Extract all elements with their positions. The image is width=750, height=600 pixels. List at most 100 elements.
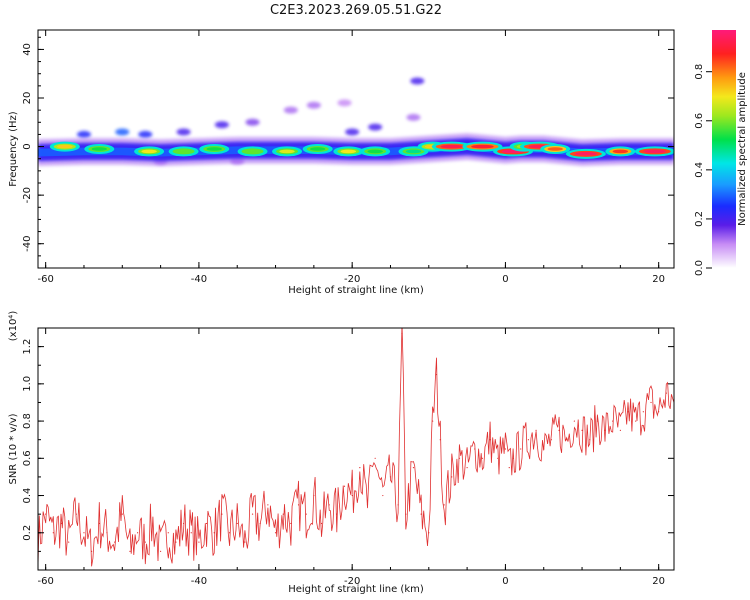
spectrogram-ytick-label-0: -40 — [22, 236, 33, 252]
colorbar: 0.0 0.2 0.4 0.6 0.8 Normalized spectral ampl… — [694, 30, 748, 276]
snr-point-79 — [612, 420, 614, 422]
snr-point-56 — [443, 504, 445, 506]
snr-point-85 — [658, 411, 660, 413]
snr-point-3 — [60, 522, 62, 525]
snr-xlabel: Height of straight line (km) — [288, 584, 424, 595]
snr-point-33 — [290, 522, 292, 525]
spectrogram-patch-6 — [283, 106, 298, 114]
spectrogram-patch-10 — [345, 128, 360, 136]
snr-point-7 — [91, 550, 93, 552]
spectrogram-ticks: -60 -40 -20 0 20 -40 -20 0 20 40 — [22, 30, 674, 285]
snr-point-17 — [167, 532, 169, 534]
spectrogram-ytick-label-4: 40 — [22, 43, 33, 56]
spectrogram-patch-7 — [306, 101, 321, 109]
snr-point-29 — [259, 522, 261, 525]
snr-point-4 — [68, 541, 70, 543]
spectrogram-blob-core — [547, 147, 563, 151]
snr-point-62 — [489, 439, 491, 441]
snr-point-47 — [397, 504, 399, 506]
spectrogram-blob-9 — [360, 146, 391, 157]
snr-point-39 — [336, 513, 338, 515]
spectrogram-patch-1 — [115, 128, 130, 136]
spectrogram-xtick-label-2: -20 — [344, 274, 360, 285]
colorbar-tick-label-4: 0.8 — [694, 64, 705, 80]
snr-xtick-label-4: 20 — [652, 576, 665, 587]
snr-point-20 — [190, 532, 192, 534]
snr-point-44 — [374, 457, 376, 459]
snr-point-18 — [175, 541, 177, 543]
spectrogram-xlabel: Height of straight line (km) — [288, 285, 424, 296]
colorbar-ticks: 0.0 0.2 0.4 0.6 0.8 — [694, 64, 712, 276]
spectrogram-patch-3 — [176, 128, 191, 136]
snr-point-84 — [650, 401, 652, 404]
snr-point-21 — [198, 541, 200, 543]
spectrogram-blob-core — [643, 149, 667, 154]
snr-multiplier: (x10⁴) — [8, 311, 19, 342]
snr-ytick-label-0: 0.2 — [22, 525, 33, 541]
snr-point-71 — [550, 439, 552, 441]
snr-point-51 — [420, 513, 422, 515]
snr-point-81 — [627, 411, 629, 413]
spectrogram-blob-core — [91, 147, 108, 151]
snr-point-55 — [439, 439, 441, 441]
spectrogram-ytick-label-3: 20 — [22, 92, 33, 105]
snr-ytick-label-3: 0.8 — [22, 413, 33, 429]
spectrogram-blob-core — [141, 149, 157, 154]
snr-point-2 — [52, 532, 54, 534]
snr-point-78 — [604, 429, 606, 431]
snr-point-13 — [137, 532, 139, 534]
snr-panel: -60 -40 -20 0 20 0.2 0.4 0.6 0.8 1.0 1.2 Height of… — [8, 311, 675, 595]
spectrogram-blob-core — [175, 149, 192, 154]
spectrogram-blob-18 — [565, 148, 606, 159]
snr-point-27 — [244, 541, 246, 543]
spectrogram-blob-core — [574, 152, 598, 156]
snr-point-23 — [213, 532, 215, 534]
spectrogram-blob-core — [405, 149, 422, 154]
snr-point-50 — [412, 467, 415, 469]
snr-xtick-label-2: -20 — [344, 576, 360, 587]
snr-point-67 — [520, 448, 522, 450]
snr-point-46 — [389, 476, 392, 478]
colorbar-tick-label-0: 0.0 — [694, 260, 705, 276]
spectrogram-blob-core — [309, 147, 326, 151]
spectrogram-patch-2 — [138, 130, 153, 138]
snr-point-38 — [328, 504, 330, 506]
snr-ytick-label-5: 1.2 — [22, 339, 33, 355]
spectrogram-blob-20 — [634, 146, 674, 157]
spectrogram-blob-2 — [134, 146, 165, 157]
spectrogram-blob-7 — [302, 144, 333, 154]
spectrogram-patch-4 — [214, 121, 229, 129]
colorbar-label: Normalized spectral amplitude — [737, 72, 748, 226]
snr-point-41 — [351, 494, 353, 497]
spectrogram-blob-core — [440, 144, 463, 149]
snr-point-66 — [512, 457, 514, 459]
spectrogram-blob-1 — [84, 144, 115, 154]
spectrogram-blob-12 — [431, 141, 472, 152]
snr-point-28 — [251, 513, 254, 515]
snr-point-15 — [152, 522, 154, 525]
spectrogram-panel: -60 -40 -20 0 20 -40 -20 0 20 40 Height of straig… — [8, 29, 675, 296]
spectrogram-xtick-label-3: 0 — [502, 274, 508, 285]
snr-point-26 — [236, 522, 238, 525]
spectrogram-blob-19 — [605, 146, 636, 157]
spectrogram-xtick-label-0: -60 — [37, 274, 53, 285]
snr-point-63 — [497, 457, 499, 459]
snr-point-57 — [451, 476, 453, 478]
snr-point-24 — [221, 513, 223, 515]
snr-point-65 — [508, 467, 510, 469]
spectrogram-patch-8 — [337, 99, 352, 107]
snr-series-line — [38, 328, 674, 567]
spectrogram-patch-12 — [410, 77, 425, 85]
snr-point-58 — [458, 457, 461, 459]
snr-point-31 — [274, 532, 277, 534]
snr-point-34 — [297, 504, 300, 506]
snr-point-68 — [527, 439, 530, 441]
spectrogram-blob-6 — [272, 146, 303, 157]
snr-ytick-label-4: 1.0 — [22, 376, 33, 392]
snr-point-53 — [432, 420, 434, 422]
snr-point-52 — [428, 532, 430, 534]
snr-point-36 — [313, 494, 315, 497]
snr-point-12 — [129, 550, 131, 552]
snr-point-75 — [581, 429, 583, 431]
